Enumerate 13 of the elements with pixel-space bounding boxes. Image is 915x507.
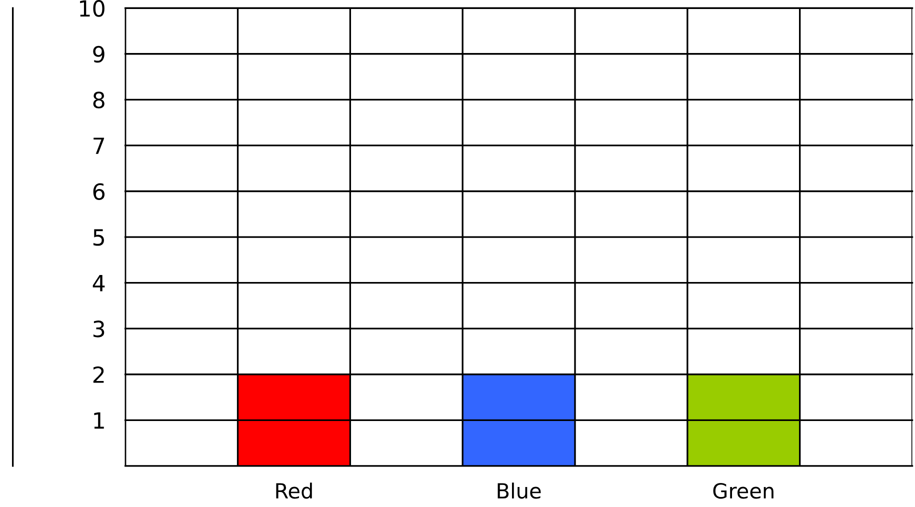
y-tick-label: 6 <box>93 183 105 200</box>
x-tick-label: Blue <box>498 482 541 499</box>
y-tick-label: 5 <box>93 229 104 246</box>
y-tick-label: 9 <box>93 46 104 63</box>
y-tick-label: 7 <box>94 138 104 154</box>
x-tick-label: Green <box>713 482 774 499</box>
y-tick-label: 8 <box>93 92 104 108</box>
y-tick-label: 4 <box>92 275 105 292</box>
y-tick-label: 3 <box>93 320 104 338</box>
y-tick-label: 10 <box>80 0 104 17</box>
x-tick-label: Red <box>276 482 312 499</box>
y-tick-label: 2 <box>93 366 104 383</box>
y-tick-label: 1 <box>94 412 104 429</box>
